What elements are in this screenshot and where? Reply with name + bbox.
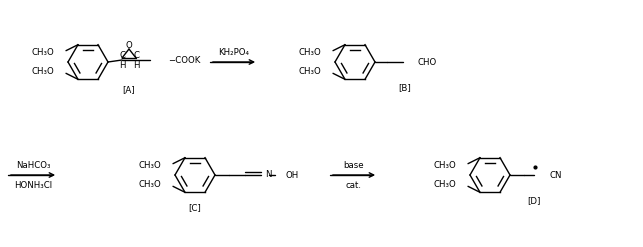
Text: −COOK: −COOK [168, 56, 201, 64]
Text: OH: OH [285, 170, 298, 180]
Text: CH₃O: CH₃O [433, 161, 456, 170]
Text: C: C [133, 50, 139, 60]
Text: CN: CN [550, 170, 563, 180]
Text: [C]: [C] [188, 204, 201, 212]
Text: CH₃O: CH₃O [32, 48, 54, 57]
Text: CH₃O: CH₃O [32, 67, 54, 76]
Text: CH₃O: CH₃O [138, 180, 161, 189]
Text: H: H [119, 61, 125, 69]
Text: KH₂PO₄: KH₂PO₄ [219, 47, 249, 57]
Text: C: C [119, 50, 125, 60]
Text: [B]: [B] [399, 83, 412, 92]
Text: O: O [125, 41, 132, 49]
Text: CH₃O: CH₃O [298, 67, 321, 76]
Text: CHO: CHO [417, 58, 436, 66]
Text: CH₃O: CH₃O [138, 161, 161, 170]
Text: base: base [344, 161, 365, 169]
Text: N: N [265, 169, 271, 179]
Text: CH₃O: CH₃O [298, 48, 321, 57]
Text: NaHCO₃: NaHCO₃ [15, 161, 50, 169]
Text: [D]: [D] [527, 197, 541, 206]
Text: CH₃O: CH₃O [433, 180, 456, 189]
Text: [A]: [A] [123, 85, 135, 95]
Text: H: H [132, 61, 140, 69]
Text: cat.: cat. [346, 181, 362, 189]
Text: HONH₃Cl: HONH₃Cl [14, 181, 52, 189]
